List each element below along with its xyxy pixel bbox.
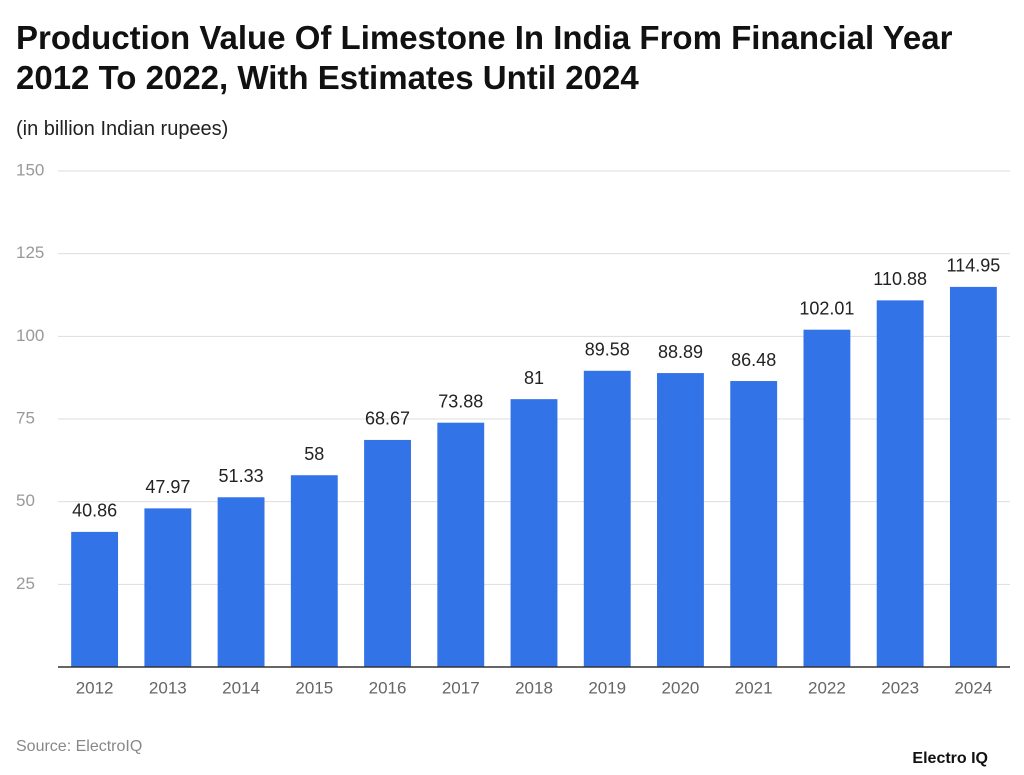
x-tick-label: 2015	[295, 678, 333, 697]
value-label: 81	[524, 368, 544, 388]
x-tick-label: 2016	[369, 678, 407, 697]
y-tick-label: 125	[16, 243, 44, 262]
x-tick-label: 2012	[76, 678, 114, 697]
bar	[657, 373, 704, 667]
value-label: 51.33	[219, 466, 264, 486]
x-tick-label: 2014	[222, 678, 260, 697]
bar	[144, 508, 192, 667]
y-tick-label: 150	[16, 160, 44, 179]
y-tick-label: 25	[16, 574, 35, 593]
logo: Electro IQ	[912, 750, 988, 767]
x-tick-label: 2023	[881, 678, 919, 697]
y-tick-label: 100	[16, 326, 44, 345]
chart-title: Production Value Of Limestone In India F…	[16, 19, 953, 96]
value-label: 73.88	[438, 391, 483, 411]
value-label: 58	[304, 444, 324, 464]
x-tick-label: 2024	[954, 678, 992, 697]
bar	[803, 329, 851, 667]
value-label: 114.95	[947, 256, 1001, 276]
value-label: 68.67	[365, 409, 410, 429]
x-tick-label: 2021	[735, 678, 773, 697]
bar	[437, 422, 485, 667]
bar	[510, 399, 558, 667]
bar	[71, 531, 119, 667]
value-label: 102.01	[799, 298, 854, 318]
x-tick-label: 2019	[588, 678, 626, 697]
chart-subtitle: (in billion Indian rupees)	[16, 118, 229, 140]
value-label: 110.88	[873, 269, 927, 289]
value-label: 89.58	[585, 340, 630, 360]
value-label: 86.48	[731, 350, 776, 370]
value-label: 40.86	[72, 501, 117, 521]
x-tick-label: 2017	[442, 678, 480, 697]
x-tick-label: 2018	[515, 678, 553, 697]
y-tick-label: 75	[16, 408, 35, 427]
x-tick-label: 2020	[662, 678, 700, 697]
bar	[217, 497, 265, 667]
bar	[876, 300, 924, 667]
bar	[949, 286, 997, 667]
bar	[290, 475, 338, 667]
value-label: 47.97	[145, 477, 190, 497]
x-tick-label: 2022	[808, 678, 846, 697]
bar	[364, 439, 411, 667]
y-tick-label: 50	[16, 491, 35, 510]
x-tick-label: 2013	[149, 678, 187, 697]
bar	[583, 370, 631, 667]
value-label: 88.89	[658, 342, 703, 362]
source-note: Source: ElectroIQ	[16, 738, 143, 755]
bar	[730, 381, 778, 667]
